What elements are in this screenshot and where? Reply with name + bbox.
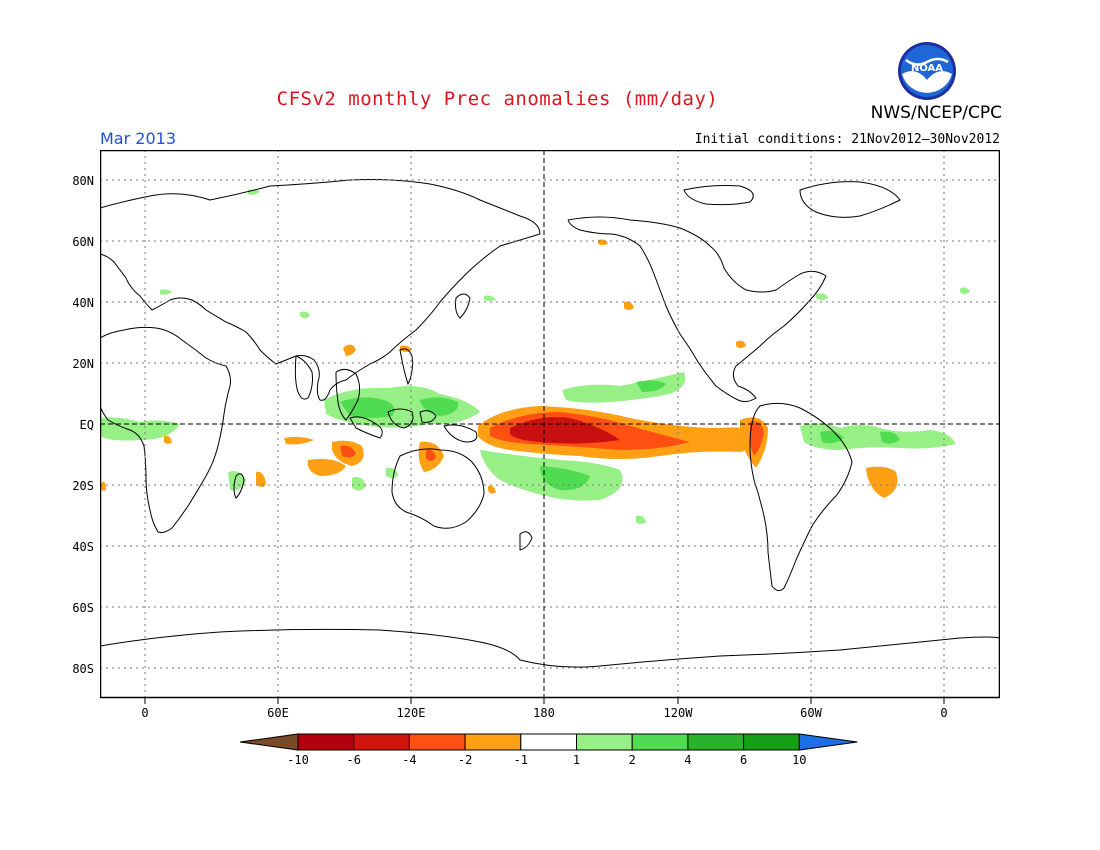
lon-label: 60W (800, 706, 822, 720)
colorbar-swatch (520, 733, 577, 751)
lat-label: 80N (72, 174, 94, 188)
colorbar-swatch (408, 733, 466, 751)
colorbar-label: -6 (346, 753, 360, 767)
reference-lines (100, 150, 1000, 698)
colorbar-label: -4 (402, 753, 416, 767)
colorbar-label: 6 (740, 753, 747, 767)
agency-label: NWS/NCEP/CPC (870, 103, 1002, 123)
lon-label: 60E (267, 706, 289, 720)
colorbar-swatch (631, 733, 689, 751)
colorbar-swatch (464, 733, 522, 751)
colorbar-swatch (353, 733, 410, 751)
colorbar-label: 1 (573, 753, 580, 767)
lat-label: 60S (72, 601, 94, 615)
precip-anomaly-map (99, 149, 1001, 754)
colorbar-swatch (576, 733, 633, 751)
colorbar-label: -2 (458, 753, 472, 767)
lat-label: 60N (72, 235, 94, 249)
lon-label: 120W (664, 706, 694, 720)
initial-conditions: Initial conditions: 21Nov2012–30Nov2012 (694, 132, 1000, 147)
colorbar-arrow-right (798, 733, 858, 751)
noaa-logo-text: NOAA (911, 63, 943, 74)
lon-label: 120E (397, 706, 426, 720)
colorbar-label: 4 (684, 753, 691, 767)
noaa-logo: NOAA (896, 40, 958, 106)
lat-label: 40N (72, 296, 94, 310)
map-border (99, 149, 1001, 699)
colorbar-arrow-left (239, 733, 299, 751)
colorbar-swatch (687, 733, 745, 751)
lon-label: 180 (533, 706, 555, 720)
chart-title: CFSv2 monthly Prec anomalies (mm/day) (276, 88, 719, 110)
colorbar-swatch (743, 733, 800, 751)
lat-label: 20N (72, 357, 94, 371)
lat-label: 20S (72, 479, 94, 493)
lat-label: 80S (72, 662, 94, 676)
colorbar: -10 -6 -4 -2 -1 1 2 4 6 10 (239, 732, 880, 776)
lon-label: 0 (940, 706, 947, 720)
colorbar-label: 2 (629, 753, 636, 767)
lon-label: 0 (141, 706, 148, 720)
colorbar-label: -1 (514, 753, 528, 767)
gridlines (100, 150, 1000, 698)
lat-label: 40S (72, 540, 94, 554)
lat-label: EQ (80, 418, 94, 432)
colorbar-label: 10 (792, 753, 806, 767)
colorbar-label: -10 (287, 753, 309, 767)
anomaly-shading (100, 189, 970, 524)
colorbar-swatch (297, 733, 355, 751)
coastlines (100, 179, 1000, 668)
valid-month: Mar 2013 (100, 129, 176, 148)
